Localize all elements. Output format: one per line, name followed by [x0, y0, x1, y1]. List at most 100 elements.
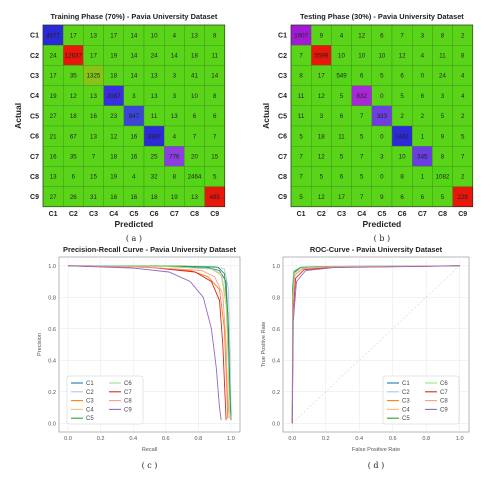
x-tick-label: C9 [458, 211, 467, 218]
legend-label: C8 [440, 399, 448, 405]
cell-value: 0 [380, 174, 384, 181]
chart-title: Testing Phase (30%) - Pavia University D… [300, 12, 464, 21]
cell-value: 12 [318, 154, 325, 161]
cell-value: 16 [130, 194, 137, 201]
cell-value: 15 [211, 154, 218, 161]
cell-value: 7 [299, 154, 303, 161]
legend-label: C4 [86, 407, 94, 413]
y-tick-label: C3 [30, 73, 39, 80]
x-tick-label: 0.0 [288, 436, 296, 442]
y-tick-label: 0.4 [272, 358, 280, 364]
x-axis-label: Predicted [115, 219, 154, 229]
cell-value: 9 [380, 194, 384, 201]
cell-value: 3 [380, 154, 384, 161]
cell-value: 5 [441, 194, 445, 201]
cell-value: 27 [50, 194, 57, 201]
y-tick-label: C6 [30, 134, 39, 141]
x-tick-label: C4 [109, 211, 118, 218]
cell-value: 19 [110, 53, 117, 60]
cell-value: 6 [421, 93, 425, 100]
cell-value: 24 [50, 53, 57, 60]
y-axis-label: True Positive Rate [261, 322, 267, 368]
legend-box [66, 375, 144, 425]
x-tick-label: 0.2 [322, 436, 330, 442]
confusion-matrix-a: Training Phase (70%) - Pavia University … [13, 12, 226, 243]
cell-value: 18 [151, 194, 158, 201]
cell-value: 11 [439, 53, 446, 60]
x-tick-label: 0.8 [194, 436, 202, 442]
y-tick-label: 0.6 [48, 327, 56, 333]
cell-value: 4 [340, 32, 344, 39]
legend-label: C6 [440, 381, 448, 387]
legend-box [382, 375, 460, 425]
legend-label: C7 [124, 390, 132, 396]
cell-value: 17 [110, 32, 117, 39]
cell-value: 13 [50, 174, 57, 181]
cell-value: 2 [461, 32, 465, 39]
cell-value: 0 [380, 133, 384, 140]
y-tick-label: C4 [278, 93, 287, 100]
cell-value: 2 [400, 113, 404, 120]
legend-label: C1 [86, 381, 94, 387]
cell-value: 1907 [294, 32, 308, 39]
cell-value: 35 [70, 73, 77, 80]
cell-value: 5 [461, 133, 465, 140]
cell-value: 16 [90, 113, 97, 120]
cell-value: 5 [360, 133, 364, 140]
cell-value: 9 [320, 32, 324, 39]
cell-value: 1461 [395, 133, 409, 140]
y-tick-label: C3 [278, 73, 287, 80]
legend-label: C1 [402, 381, 410, 387]
cell-value: 229 [458, 194, 469, 201]
x-tick-label: C3 [89, 211, 98, 218]
x-tick-label: 0.4 [355, 436, 363, 442]
precision-recall-chart: Precision-Recall Curve - Pavia Universit… [37, 245, 241, 470]
chart-title: Precision-Recall Curve - Pavia Universit… [63, 245, 236, 254]
y-tick-label: C2 [278, 53, 287, 60]
x-tick-label: C4 [357, 211, 366, 218]
cell-value: 7 [299, 53, 303, 60]
cell-value: 24 [439, 73, 446, 80]
legend-label: C5 [86, 416, 94, 422]
y-tick-label: C8 [278, 174, 287, 181]
cell-value: 12 [110, 133, 117, 140]
x-axis-label: False Positive Rate [352, 447, 400, 453]
cell-value: 6 [72, 174, 76, 181]
cell-value: 17 [90, 53, 97, 60]
cell-value: 14 [171, 53, 178, 60]
cell-value: 19 [171, 194, 178, 201]
x-tick-label: C2 [317, 211, 326, 218]
cell-value: 17 [318, 73, 325, 80]
y-axis-label: Actual [13, 103, 23, 129]
cell-value: 7 [92, 154, 96, 161]
cell-value: 3 [132, 93, 136, 100]
cell-value: 15 [90, 174, 97, 181]
cell-value: 16 [130, 133, 137, 140]
cell-value: 19 [110, 174, 117, 181]
cell-value: 3 [441, 93, 445, 100]
y-tick-label: C1 [30, 33, 39, 40]
cell-value: 14 [130, 53, 137, 60]
y-tick-label: 0.6 [272, 327, 280, 333]
cell-value: 25 [151, 154, 158, 161]
cell-value: 27 [50, 113, 57, 120]
confusion-matrix-b: Testing Phase (30%) - Pavia University D… [261, 12, 474, 243]
cell-value: 13 [90, 93, 97, 100]
cell-value: 5 [320, 174, 324, 181]
cell-value: 23 [110, 113, 117, 120]
cell-value: 7 [193, 133, 197, 140]
y-tick-label: C1 [278, 33, 287, 40]
y-tick-label: C9 [30, 194, 39, 201]
y-tick-label: C7 [278, 154, 287, 161]
cell-value: 333 [377, 113, 388, 120]
legend-label: C2 [86, 390, 94, 396]
cell-value: 4 [132, 174, 136, 181]
y-tick-label: C7 [30, 154, 39, 161]
cell-value: 35 [70, 154, 77, 161]
cell-value: 776 [169, 154, 180, 161]
x-tick-label: C5 [377, 211, 386, 218]
roc-chart: ROC-Curve - Pavia University Dataset 0.0 0… [261, 245, 470, 470]
cell-value: 7 [360, 154, 364, 161]
heatmap-frame [290, 24, 474, 208]
x-tick-label: C7 [418, 211, 427, 218]
